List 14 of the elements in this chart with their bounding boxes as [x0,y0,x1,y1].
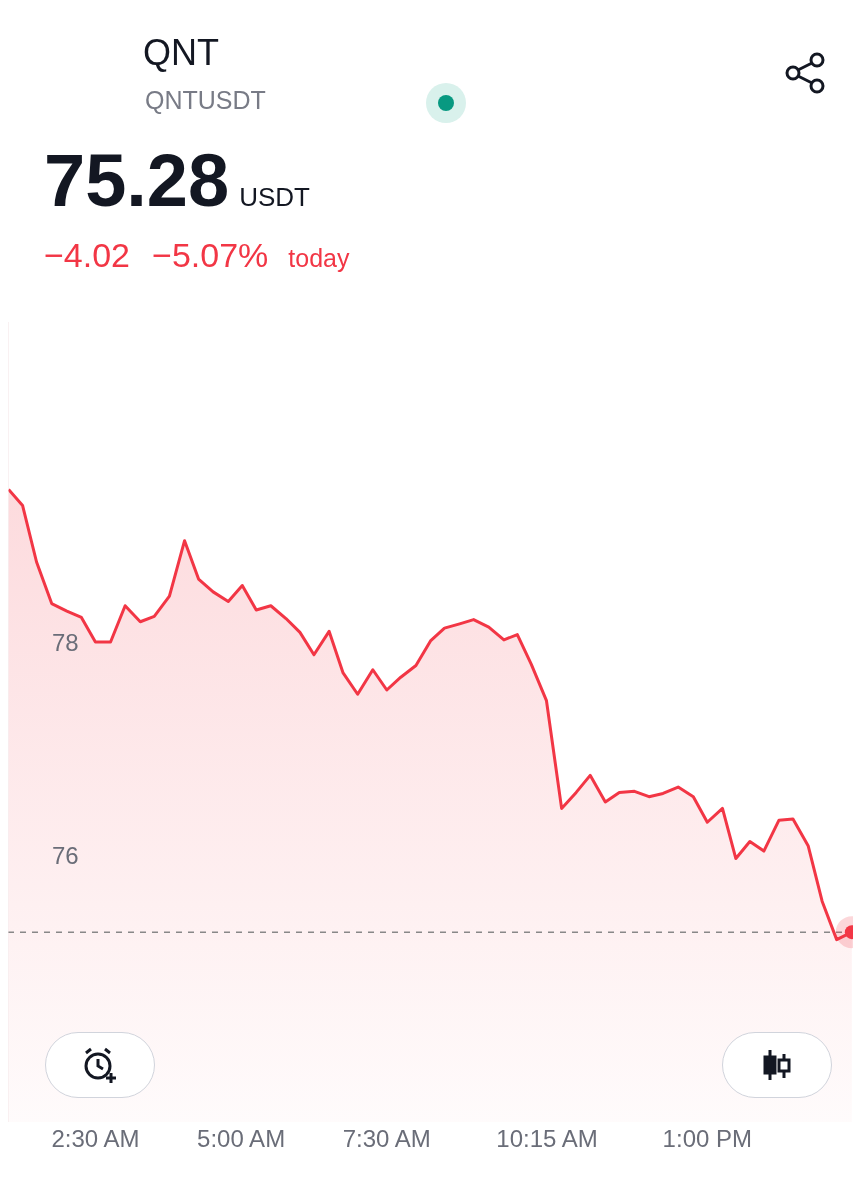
chart-subtitle: QNTUSDT [145,86,266,115]
y-tick-label: 76 [52,841,79,869]
text: USDT [239,182,310,213]
x-tick-label: 5:00 AM [197,1125,286,1153]
x-tick-label: 7:30 AM [342,1125,431,1153]
x-tick-label: 10:15 AM [496,1125,598,1153]
text: −5.07% [152,236,269,275]
x-tick-label: 1:00 PM [662,1125,753,1153]
text: −4.02 [44,236,131,275]
text: today [288,244,350,273]
x-tick-label: 2:30 AM [51,1125,140,1153]
y-tick-label: 78 [52,628,79,656]
chart-title: QNT [143,32,219,74]
text: 75.28 [44,138,230,223]
